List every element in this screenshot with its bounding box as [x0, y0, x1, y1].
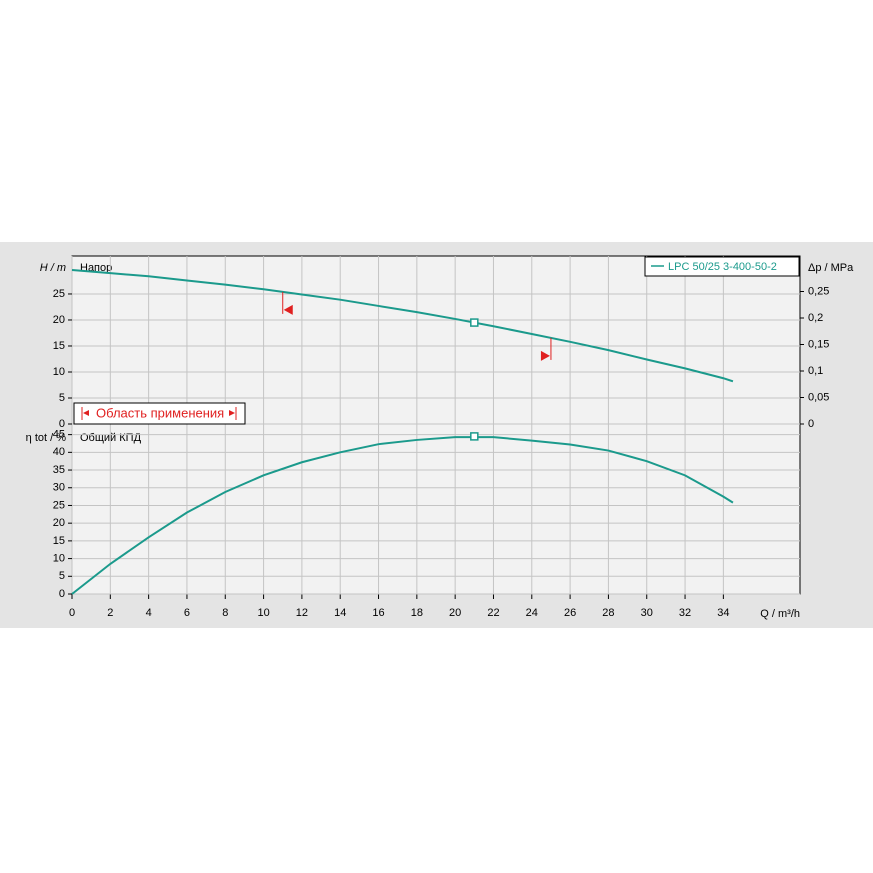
- x-tick-label: 0: [69, 607, 75, 619]
- y-tick-label: 15: [53, 535, 65, 547]
- x-tick-label: 12: [296, 607, 308, 619]
- x-tick-label: 28: [602, 607, 614, 619]
- x-tick-label: 16: [372, 607, 384, 619]
- x-axis-label: Q / m³/h: [760, 608, 800, 620]
- curve: [71, 269, 734, 383]
- x-tick-label: 22: [487, 607, 499, 619]
- y-tick-label: 5: [59, 570, 65, 582]
- plot-area: [71, 255, 801, 595]
- y-tick-label: 20: [53, 517, 65, 529]
- range-arrow: [283, 304, 293, 315]
- x-tick-label: 14: [334, 607, 346, 619]
- x-tick-label: 4: [146, 607, 152, 619]
- x-tick-label: 8: [222, 607, 228, 619]
- x-tick-label: 30: [641, 607, 653, 619]
- y-axis-label: η tot / %: [26, 432, 67, 444]
- y-tick-label: 20: [53, 314, 65, 326]
- x-tick-label: 24: [526, 607, 538, 619]
- y-tick-label: 25: [53, 288, 65, 300]
- y-tick-label: 15: [53, 340, 65, 352]
- y2-tick-label: 0: [808, 418, 814, 430]
- legend-entry: LPC 50/25 3-400-50-2: [668, 261, 777, 273]
- y2-axis-label: Δp / MPa: [808, 262, 854, 274]
- y-tick-label: 0: [59, 418, 65, 430]
- y-axis-label: H / m: [40, 262, 66, 274]
- y2-tick-label: 0,25: [808, 285, 829, 297]
- x-tick-label: 32: [679, 607, 691, 619]
- y-tick-label: 40: [53, 446, 65, 458]
- y-tick-label: 5: [59, 392, 65, 404]
- y-tick-label: 25: [53, 499, 65, 511]
- y2-tick-label: 0,1: [808, 365, 823, 377]
- range-label: Область применения: [96, 405, 224, 420]
- range-glyph: [229, 410, 235, 416]
- x-tick-label: 10: [257, 607, 269, 619]
- y-tick-label: 10: [53, 366, 65, 378]
- y2-tick-label: 0,15: [808, 338, 829, 350]
- y-tick-label: 0: [59, 588, 65, 600]
- range-arrow: [540, 350, 550, 361]
- y-tick-label: 45: [53, 429, 65, 441]
- range-glyph: [83, 410, 89, 416]
- y2-tick-label: 0,05: [808, 391, 829, 403]
- y-tick-label: 10: [53, 552, 65, 564]
- x-tick-label: 34: [717, 607, 729, 619]
- operating-point: [470, 432, 479, 441]
- x-tick-label: 26: [564, 607, 576, 619]
- x-tick-label: 20: [449, 607, 461, 619]
- y2-tick-label: 0,2: [808, 312, 823, 324]
- x-tick-label: 2: [107, 607, 113, 619]
- x-tick-label: 18: [411, 607, 423, 619]
- y-tick-label: 35: [53, 464, 65, 476]
- operating-point: [470, 318, 479, 327]
- curve: [71, 436, 734, 595]
- legend-box: [644, 256, 800, 277]
- x-tick-label: 6: [184, 607, 190, 619]
- y-tick-label: 30: [53, 482, 65, 494]
- range-box: [73, 402, 246, 425]
